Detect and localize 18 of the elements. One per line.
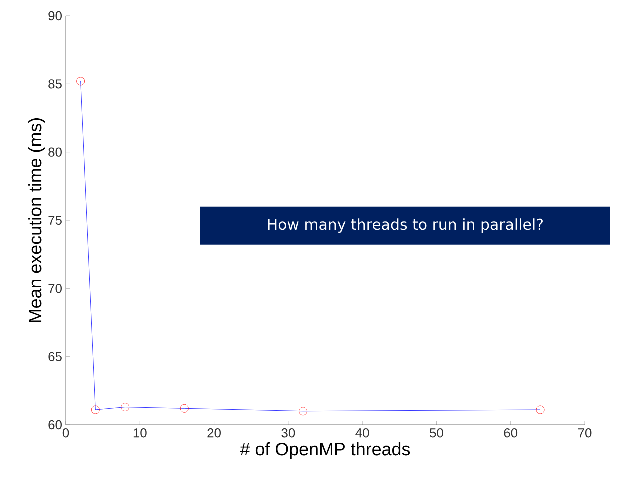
x-axis-title: # of OpenMP threads bbox=[240, 442, 410, 460]
y-tick-label: 75 bbox=[48, 216, 62, 226]
y-tick-label: 65 bbox=[48, 352, 62, 362]
x-tick-label: 50 bbox=[430, 428, 444, 438]
x-tick-label: 0 bbox=[62, 428, 70, 438]
y-tick-label: 85 bbox=[48, 80, 62, 89]
x-tick-label: 70 bbox=[578, 428, 592, 438]
y-tick-label: 70 bbox=[48, 284, 62, 294]
y-axis-title: Mean execution time (ms) bbox=[28, 118, 46, 322]
x-tick-label: 30 bbox=[282, 428, 296, 438]
x-tick-label: 40 bbox=[356, 428, 370, 438]
x-tick-label: 60 bbox=[504, 428, 518, 438]
y-tick-label: 90 bbox=[48, 11, 62, 21]
y-tick-label: 60 bbox=[48, 420, 62, 430]
y-tick-label: 80 bbox=[48, 148, 62, 157]
x-tick-label: 20 bbox=[208, 428, 221, 438]
x-tick-label: 10 bbox=[134, 428, 147, 438]
annotation: How many threads to run in parallel? bbox=[268, 218, 543, 234]
